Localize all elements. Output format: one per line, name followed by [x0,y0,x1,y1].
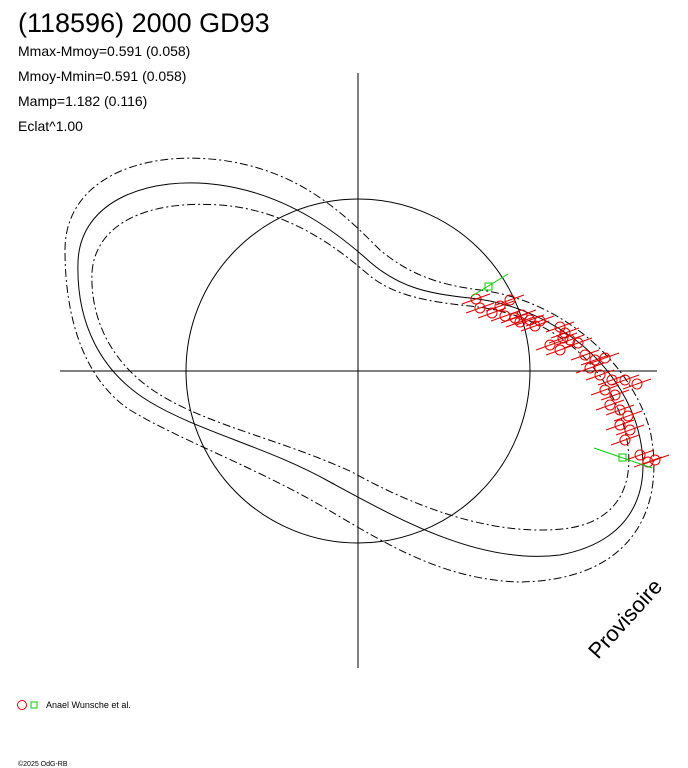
inner-envelope [91,203,630,531]
observation-point [594,369,606,381]
error-bar [535,339,565,351]
error-bar [610,374,640,386]
error-bar [570,349,600,361]
footer: ©2025 OdG-RB [18,760,68,768]
error-bar [625,449,655,461]
observation-point [599,384,611,396]
error-bar [525,315,555,327]
error-bar [640,454,670,466]
error-bar [580,354,610,366]
stat-line: Mmax-Mmoy=0.591 (0.058) [18,43,190,59]
observation-point [619,434,631,446]
model-curve [77,182,644,557]
error-bar [495,294,525,306]
observation-point [584,362,596,374]
reference-circle [185,198,531,544]
error-bar [600,389,630,401]
observation-point [631,378,643,390]
stat-line: Eclat^1.00 [18,118,83,134]
outer-envelope [64,157,655,583]
observation-point [604,399,616,411]
error-bar [461,293,491,305]
error-bar [515,314,545,326]
error-bar [505,316,535,328]
observation-point [614,404,626,416]
error-bar [555,334,585,346]
observation-point [624,424,636,436]
observation-point [579,349,591,361]
error-bar [545,321,575,333]
observation-point [572,337,584,349]
error-bar [563,337,593,349]
observations [461,293,670,468]
stat-line: Mamp=1.182 (0.116) [18,93,147,109]
observation-point [609,389,621,401]
error-bar [575,362,605,374]
observation-point [619,374,631,386]
green-point [484,282,493,291]
observation-point [504,294,516,306]
error-bar [595,399,625,411]
error-bar [605,404,635,416]
legend-symbol [30,701,38,709]
observation-point [474,302,486,314]
error-bar [605,419,635,431]
observation-point [486,307,498,319]
error-bar [545,344,575,356]
error-bar [622,378,652,390]
stat-line: Mmoy-Mmin=0.591 (0.058) [18,68,186,84]
error-bar [613,410,643,422]
error-bar [610,434,640,446]
observation-point [514,316,526,328]
error-bar [477,307,507,319]
error-bar [590,384,620,396]
title: (118596) 2000 GD93 [18,8,270,38]
observation-point [634,449,646,461]
legend-symbol [17,700,27,710]
legend-label: Anael Wunsche et al. [46,700,131,710]
observation-point [557,332,569,344]
green-point [618,453,627,462]
error-bar [585,369,615,381]
observation-point [544,339,556,351]
error-bar [465,302,495,314]
error-bar [507,309,537,321]
error-bar [485,300,515,312]
green-segment [593,447,653,469]
observation-point [649,454,661,466]
observation-point [614,419,626,431]
green-segment [471,273,509,297]
observation-point [599,352,611,364]
observation-point [516,309,528,321]
error-bar [590,352,620,364]
error-bar [615,424,645,436]
observation-point [494,300,506,312]
observation-point [534,315,546,327]
observation-point [622,410,634,422]
observation-point [554,344,566,356]
